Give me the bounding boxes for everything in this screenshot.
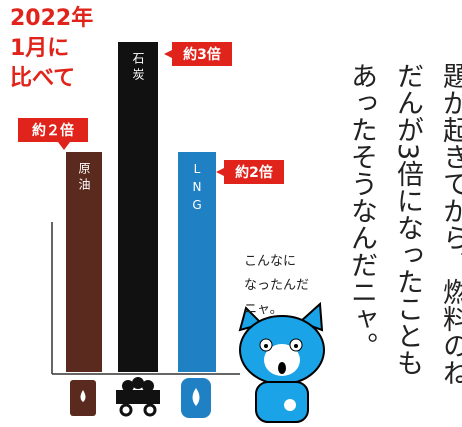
title-line: 2022年 — [10, 6, 94, 31]
narration-column: あったそうなんだニャ。 — [346, 62, 377, 359]
bar — [66, 152, 102, 372]
narration-column: 題が起きてから、燃料のね — [438, 62, 462, 386]
value-label-box — [18, 118, 88, 142]
coal-cart-icon — [116, 377, 160, 417]
title-line: 比べて — [10, 66, 76, 91]
oil-drum-icon — [70, 380, 96, 416]
cat-illustration — [238, 301, 325, 423]
gas-tank-icon — [181, 378, 211, 418]
value-label: 約２倍 — [32, 122, 74, 139]
value-label-box — [224, 160, 284, 184]
value-label-box — [172, 42, 232, 66]
speech-line: なったんだ — [244, 278, 310, 293]
category-label: 石炭 — [131, 52, 145, 84]
speech-line: こんなに — [244, 254, 297, 269]
category-label: 原油 — [77, 162, 91, 194]
value-label: 約3倍 — [183, 46, 221, 63]
value-label-pointer — [164, 50, 172, 58]
category-label: LNG — [190, 162, 204, 216]
value-label-pointer — [216, 168, 224, 176]
narration-column: だんが3倍になったことも — [392, 62, 423, 377]
value-label: 約2倍 — [235, 164, 273, 181]
bar — [178, 152, 216, 372]
value-label-pointer — [58, 142, 70, 150]
bar — [118, 42, 158, 372]
speech-line: ニャ。 — [244, 302, 283, 317]
title-line: 1月に — [10, 36, 70, 61]
